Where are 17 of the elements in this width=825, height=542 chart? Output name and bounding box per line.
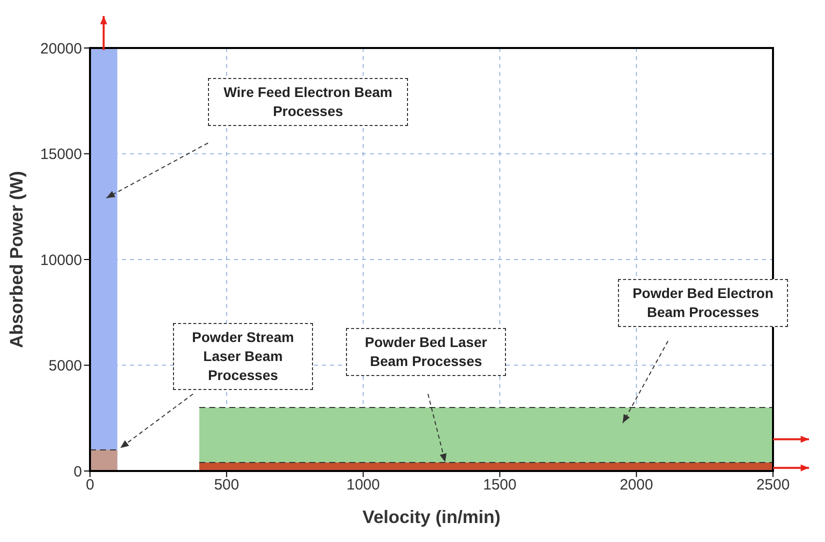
y-tick-label: 15000	[40, 146, 82, 164]
y-tick-label: 20000	[40, 40, 82, 58]
callout-box: Powder Bed Electron Beam Processes	[618, 279, 788, 327]
x-axis-title: Velocity (in/min)	[362, 507, 501, 527]
x-tick-label: 1000	[346, 476, 380, 494]
y-axis-title: Absorbed Power (W)	[6, 170, 26, 348]
x-tick-label: 1500	[483, 476, 516, 494]
callout-box: Powder Stream Laser Beam Processes	[173, 323, 313, 390]
x-tick-label: 0	[86, 476, 94, 494]
x-tick-label: 500	[214, 476, 240, 494]
y-tick-label: 10000	[40, 252, 82, 269]
y-tick-label: 0	[74, 463, 82, 480]
x-tick-label: 2000	[620, 476, 654, 494]
callout-box: Powder Bed Laser Beam Processes	[346, 328, 506, 376]
x-tick-label: 2500	[756, 476, 790, 494]
y-tick-label: 5000	[48, 358, 82, 375]
callout-box: Wire Feed Electron Beam Processes	[208, 78, 408, 126]
